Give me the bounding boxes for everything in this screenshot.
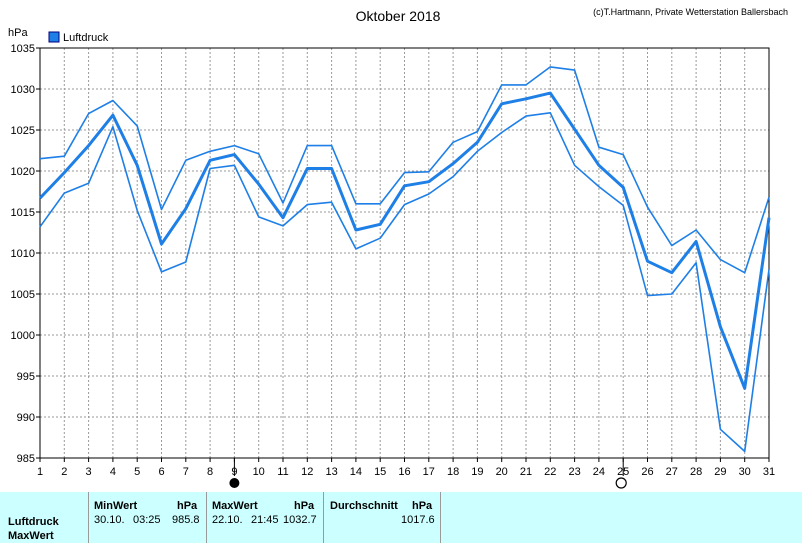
x-tick-label: 31	[763, 466, 775, 478]
y-tick-label: 990	[17, 412, 35, 424]
y-tick-label: 1015	[11, 207, 35, 219]
x-tick-label: 7	[183, 466, 189, 478]
x-tick-label: 1	[37, 466, 43, 478]
plot-frame	[39, 47, 770, 459]
y-tick-label: 1010	[11, 248, 35, 260]
min-date: 30.10.	[94, 514, 125, 526]
legend-label: Luftdruck	[63, 32, 109, 44]
x-tick-label: 20	[496, 466, 508, 478]
x-tick-label: 4	[110, 466, 116, 478]
new-moon-icon	[229, 478, 240, 488]
y-tick-label: 1000	[11, 330, 35, 342]
x-tick-label: 2	[61, 466, 67, 478]
x-tick-label: 28	[690, 466, 702, 478]
stats-divider	[206, 492, 207, 543]
x-tick-label: 5	[134, 466, 140, 478]
max-value: 1032.7	[283, 514, 317, 526]
row-label: Luftdruck	[8, 516, 59, 528]
y-tick-label: 1020	[11, 166, 35, 178]
tick-labels: 1234567891011121314151617181920212223242…	[11, 43, 776, 478]
x-tick-label: 29	[714, 466, 726, 478]
max-unit: hPa	[294, 500, 315, 512]
max-date: 22.10.	[212, 514, 243, 526]
x-tick-label: 6	[158, 466, 164, 478]
series-line-min	[39, 112, 770, 453]
x-tick-label: 26	[641, 466, 653, 478]
statistics-panel: MinWert hPa MaxWert hPa Durchschnitt hPa…	[0, 492, 802, 543]
row2-label: MaxWert	[8, 530, 54, 542]
stats-divider	[440, 492, 441, 543]
x-tick-label: 21	[520, 466, 532, 478]
min-time: 03:25	[133, 514, 161, 526]
stats-divider	[88, 492, 89, 543]
full-moon-icon	[615, 477, 627, 489]
min-unit: hPa	[177, 500, 198, 512]
y-tick-label: 1005	[11, 289, 35, 301]
avg-header: Durchschnitt	[330, 500, 398, 512]
y-tick-label: 1025	[11, 125, 35, 137]
series-line-max	[39, 66, 770, 274]
x-tick-label: 12	[301, 466, 313, 478]
x-tick-label: 3	[86, 466, 92, 478]
chart-title: Oktober 2018	[356, 8, 441, 24]
legend: Luftdruck	[48, 31, 109, 44]
min-value: 985.8	[172, 514, 200, 526]
x-tick-label: 24	[593, 466, 605, 478]
x-tick-label: 14	[350, 466, 362, 478]
chart-canvas: Oktober 2018 (c)T.Hartmann, Private Wett…	[8, 7, 788, 489]
legend-swatch	[48, 31, 60, 43]
x-tick-label: 18	[447, 466, 459, 478]
axes	[36, 47, 770, 462]
x-tick-label: 16	[398, 466, 410, 478]
x-tick-label: 10	[253, 466, 265, 478]
max-time: 21:45	[251, 514, 279, 526]
grid	[40, 48, 769, 458]
series-line-mean	[38, 91, 771, 390]
x-tick-label: 17	[423, 466, 435, 478]
stats-divider	[323, 492, 324, 543]
x-tick-label: 30	[739, 466, 751, 478]
y-tick-label: 995	[17, 371, 35, 383]
y-unit-label: hPa	[8, 27, 28, 39]
x-tick-label: 11	[277, 466, 288, 478]
x-tick-label: 22	[544, 466, 556, 478]
moon-markers	[229, 458, 627, 489]
x-tick-label: 27	[666, 466, 678, 478]
avg-value: 1017.6	[401, 514, 435, 526]
min-header: MinWert	[94, 500, 138, 512]
x-tick-label: 19	[471, 466, 483, 478]
y-tick-label: 1030	[11, 84, 35, 96]
x-tick-label: 15	[374, 466, 386, 478]
y-tick-label: 985	[17, 453, 35, 465]
x-tick-label: 13	[325, 466, 337, 478]
y-tick-label: 1035	[11, 43, 35, 55]
max-header: MaxWert	[212, 500, 258, 512]
x-tick-label: 23	[568, 466, 580, 478]
avg-unit: hPa	[412, 500, 433, 512]
credit-text: (c)T.Hartmann, Private Wetterstation Bal…	[593, 7, 788, 17]
series-lines	[38, 66, 771, 453]
x-tick-label: 8	[207, 466, 213, 478]
